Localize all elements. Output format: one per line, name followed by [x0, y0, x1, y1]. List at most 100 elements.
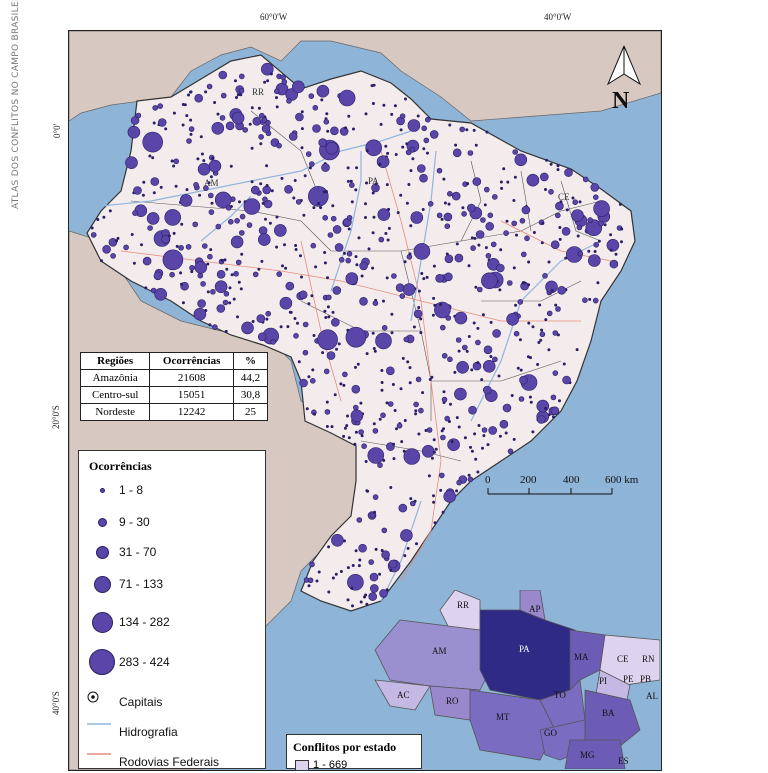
occurrence-dot: [172, 111, 176, 115]
occurrence-dot: [498, 288, 502, 292]
table-cell: Centro-sul: [79, 386, 151, 404]
occurrence-dot: [189, 132, 193, 136]
occurrence-dot: [242, 127, 248, 133]
occurrence-dot: [425, 275, 429, 279]
occurrence-dot: [378, 162, 382, 166]
occurrence-dot: [207, 181, 211, 185]
occurrence-dot: [174, 184, 178, 188]
occurrence-dot: [240, 252, 244, 256]
occurrence-dot: [468, 405, 477, 415]
inset-label-ma: MA: [574, 652, 589, 662]
occurrence-dot: [116, 236, 120, 240]
occurrence-dot: [317, 202, 321, 206]
occurrence-dot: [364, 112, 368, 116]
occurrence-dot: [571, 196, 575, 200]
occurrence-dot: [375, 332, 392, 350]
occurrence-dot: [213, 101, 217, 105]
occurrence-dot: [326, 129, 330, 133]
occurrence-dot: [441, 396, 448, 403]
occurrence-dot: [372, 422, 376, 426]
occurrence-dot: [185, 188, 189, 192]
occurrence-dot: [208, 209, 215, 215]
occurrence-dot: [364, 181, 368, 185]
occurrence-dot: [419, 173, 428, 183]
occurrence-dot: [332, 225, 342, 234]
occurrence-dot: [214, 280, 228, 294]
occurrence-dot: [150, 177, 160, 186]
occurrence-dot: [499, 180, 503, 184]
occurrence-dot: [281, 79, 288, 85]
occurrence-dot: [260, 259, 264, 263]
occurrence-dot: [461, 211, 467, 217]
occurrence-dot: [319, 206, 323, 210]
occurrence-dot: [359, 401, 363, 405]
occurrence-dot: [598, 220, 604, 227]
occurrence-dot: [219, 115, 226, 121]
occurrence-dot: [414, 542, 418, 546]
occurrence-dot: [314, 265, 318, 269]
occurrence-dot: [334, 347, 338, 351]
occurrence-dot: [365, 602, 369, 606]
occurrence-dot: [276, 142, 282, 149]
occurrence-dot: [346, 566, 350, 570]
occurrence-dot: [578, 200, 582, 204]
occurrence-dot: [230, 273, 234, 277]
occurrence-dot: [284, 266, 288, 270]
occurrence-dot: [445, 315, 452, 321]
occurrence-dot: [262, 196, 268, 203]
occurrence-dot: [276, 271, 283, 277]
occurrence-dot: [238, 200, 242, 204]
occurrence-dot: [302, 321, 309, 328]
occurrence-dot: [440, 429, 444, 433]
occurrence-dot: [428, 377, 432, 381]
occurrence-dot: [200, 152, 204, 156]
occurrence-dot: [246, 222, 253, 228]
inset-label-pb: PB: [640, 674, 652, 684]
occurrence-dot: [516, 366, 520, 370]
occurrence-dot: [354, 255, 358, 259]
occurrence-dot: [429, 130, 439, 139]
occurrence-dot: [298, 290, 308, 300]
occurrence-dot: [317, 329, 338, 351]
occurrence-dot: [537, 340, 541, 344]
occurrence-dot: [257, 332, 267, 342]
occurrence-dot: [251, 319, 255, 323]
occurrence-dot: [239, 230, 245, 236]
occurrence-dot: [405, 201, 409, 205]
capital-icon: [87, 691, 99, 703]
occurrence-dot: [514, 153, 528, 167]
occurrence-dot: [380, 388, 384, 392]
occurrence-dot: [480, 217, 486, 223]
occurrence-dot: [342, 539, 346, 543]
occurrence-dot: [275, 215, 279, 219]
occurrence-dot: [407, 183, 411, 187]
occurrence-dot: [444, 415, 451, 422]
occurrence-dot: [424, 428, 428, 432]
occurrence-dot: [417, 432, 421, 436]
occurrence-dot: [250, 106, 254, 110]
occurrence-dot: [172, 164, 176, 168]
occurrence-dot: [587, 217, 594, 223]
occurrence-dot: [364, 459, 368, 463]
occurrence-dot: [562, 375, 571, 385]
occurrence-dot: [614, 252, 618, 256]
inset-label-am: AM: [432, 646, 447, 656]
occurrence-dot: [339, 569, 343, 573]
occurrence-dot: [293, 316, 297, 320]
occurrence-dot: [214, 191, 232, 209]
occurrence-dot: [511, 220, 518, 227]
occurrence-dot: [347, 227, 351, 231]
occurrence-dot: [353, 365, 357, 369]
occurrence-dot: [425, 151, 429, 155]
occurrence-dot: [544, 318, 548, 322]
occurrence-dot: [265, 164, 269, 168]
occurrence-dot: [371, 231, 375, 235]
table-cell: 21608: [149, 369, 234, 387]
occurrence-dot: [536, 362, 540, 366]
occurrence-dot: [164, 127, 168, 131]
occurrence-dot: [557, 399, 561, 403]
occurrence-dot: [483, 345, 493, 355]
occurrence-dot: [520, 251, 527, 258]
occurrence-dot: [294, 244, 298, 248]
occurrence-dot: [552, 370, 559, 376]
